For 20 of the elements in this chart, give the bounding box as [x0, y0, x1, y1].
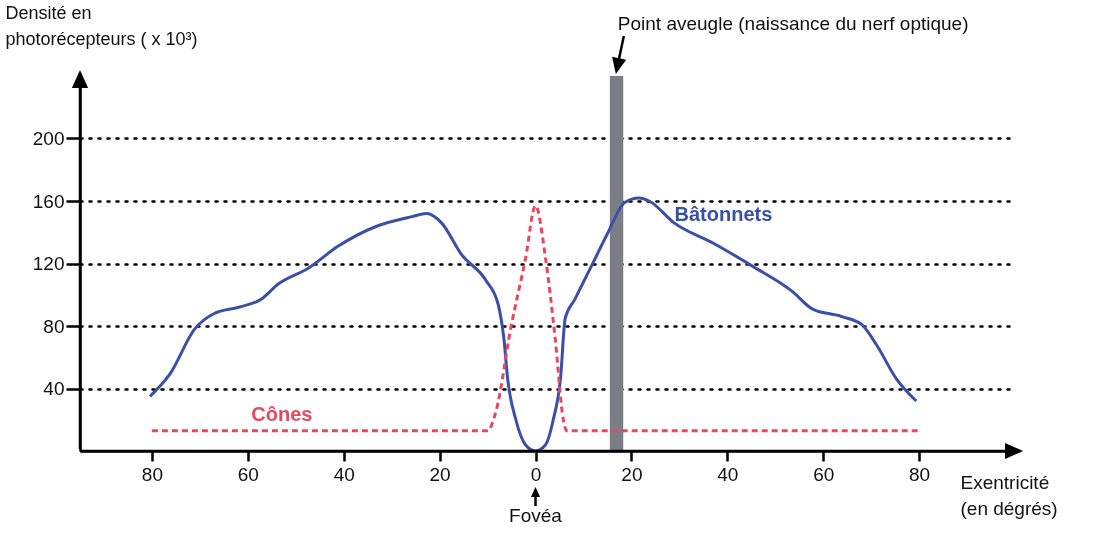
x-tick-label: 20 — [621, 463, 643, 485]
y-tick-label: 120 — [32, 253, 65, 274]
y-tick-label: 200 — [32, 128, 65, 149]
x-tick-label: 80 — [909, 463, 931, 485]
annotation: Fovéa — [509, 505, 563, 526]
x-tick-label: 40 — [333, 463, 355, 485]
x-tick-label: 80 — [141, 463, 163, 485]
x-axis-title: Exentricité (en dégrés) — [960, 471, 1058, 519]
y-axis-title: Densité en photorécepteurs ( x 10³) — [5, 2, 198, 49]
series-label: Bâtonnets — [674, 203, 773, 226]
x-tick-label: 20 — [429, 463, 451, 485]
x-tick-label: 0 — [530, 463, 542, 485]
y-tick-label: 40 — [43, 378, 65, 399]
y-tick-label: 80 — [43, 315, 65, 337]
x-tick-label: 40 — [717, 463, 739, 485]
y-tick-label: 160 — [32, 190, 65, 212]
x-tick-label: 60 — [237, 463, 259, 485]
series-label: Cônes — [251, 402, 313, 425]
x-tick-label: 60 — [813, 463, 835, 485]
band-label: Point aveugle (naissance du nerf optique) — [617, 13, 969, 34]
